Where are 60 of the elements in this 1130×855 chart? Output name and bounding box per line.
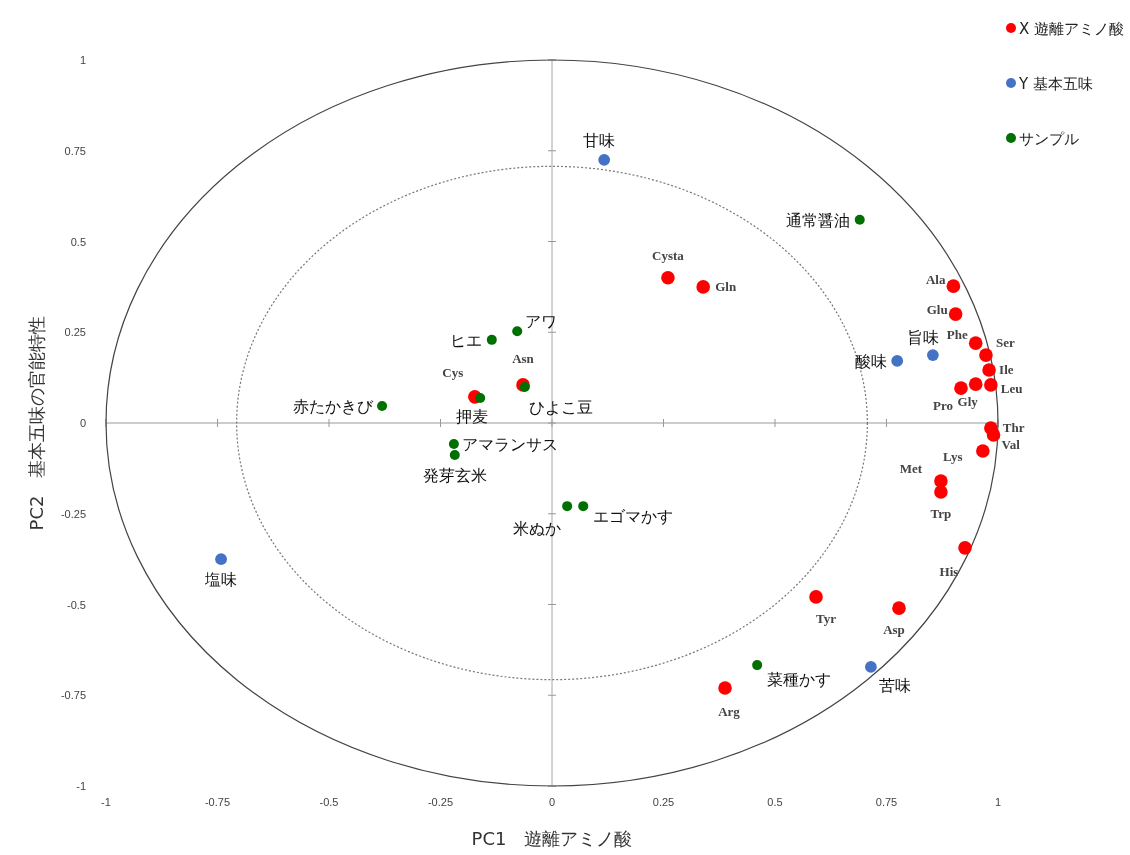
x-tick-label: 1 — [994, 796, 1002, 808]
annotation: Phe — [946, 327, 968, 343]
annotation: 押麦 — [456, 406, 489, 426]
annotation: 米ぬか — [513, 519, 562, 539]
annotation: Cys — [442, 364, 464, 380]
annotation: 旨味 — [906, 328, 939, 348]
y-tick-label: -0.5 — [67, 598, 86, 611]
x-tick-label: 0.25 — [652, 796, 675, 808]
annotation: Ala — [925, 272, 946, 288]
annotation: 赤たかきび — [293, 396, 375, 416]
annotation: Arg — [718, 703, 741, 719]
annotation: Gln — [715, 278, 737, 294]
annotation: 甘味 — [583, 130, 616, 150]
x-tick-label: -1 — [101, 796, 111, 808]
annotation: Met — [899, 461, 923, 477]
x-tick-label: 0.75 — [875, 796, 898, 808]
annotation: 塩味 — [204, 570, 238, 590]
x-tick-label: -0.5 — [319, 796, 339, 808]
annotation: ヒエ — [449, 330, 482, 350]
annotation: 通常醤油 — [785, 210, 850, 230]
annotation: Trp — [930, 505, 952, 521]
annotation: Tyr — [816, 610, 837, 626]
annotation: Asp — [883, 622, 905, 638]
x-tick-label: -0.25 — [427, 796, 454, 808]
y-tick-label: 1 — [79, 54, 86, 66]
annotation: 菜種かす — [767, 670, 832, 690]
annotation: Cysta — [652, 247, 685, 263]
annotation: His — [939, 563, 959, 579]
annotation: Lys — [943, 448, 963, 464]
legend-label: サンプル — [1019, 130, 1079, 148]
annotation: ひよこ豆 — [528, 398, 593, 418]
annotation: アマランサス — [461, 435, 558, 455]
y-tick-label: 0 — [79, 417, 86, 429]
annotation: Val — [1001, 436, 1021, 452]
annotation: Ile — [999, 362, 1014, 377]
annotation: Leu — [1000, 380, 1023, 396]
y-tick-label: -0.75 — [60, 689, 86, 702]
y-tick-label: 0.25 — [64, 326, 86, 339]
annotation: Asn — [512, 350, 535, 366]
y-tick-label: 0.75 — [64, 144, 86, 157]
x-tick-label: 0.5 — [767, 796, 783, 808]
annotation: アワ — [525, 312, 558, 332]
legend-label: Y 基本五味 — [1018, 75, 1093, 93]
y-tick-label: -1 — [76, 780, 86, 792]
y-tick-label: -0.25 — [60, 507, 86, 520]
annotation: Thr — [1002, 420, 1025, 436]
legend-label: X 遊離アミノ酸 — [1019, 20, 1125, 38]
y-axis-title: PC2 基本五味の官能特性 — [26, 315, 47, 531]
x-tick-label: -0.75 — [204, 796, 231, 808]
annotation: Pro — [932, 398, 953, 414]
annotation: Gly — [957, 394, 979, 410]
x-axis-title: PC1 遊離アミノ酸 — [471, 828, 633, 849]
y-tick-label: 0.5 — [70, 235, 86, 248]
annotation: 苦味 — [878, 675, 911, 695]
annotation: Glu — [926, 302, 948, 318]
annotation: エゴマかす — [593, 507, 674, 527]
x-tick-label: 0 — [548, 796, 556, 808]
annotation: Ser — [995, 335, 1015, 351]
annotation: 発芽玄米 — [422, 465, 487, 485]
annotation: 酸味 — [855, 351, 888, 371]
